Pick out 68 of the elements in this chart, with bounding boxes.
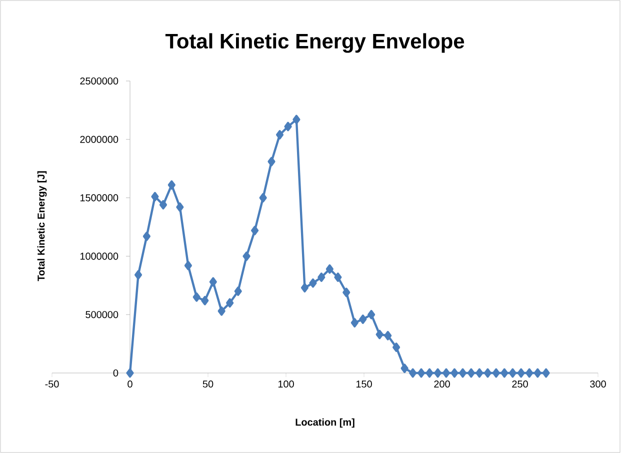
point — [209, 277, 217, 287]
point — [450, 368, 458, 378]
point — [342, 288, 350, 298]
point — [218, 306, 226, 316]
point — [376, 330, 384, 340]
x-axis-title: Location [m] — [296, 418, 354, 428]
y-tick-label: 1000000 — [80, 252, 118, 260]
x-tick-label: 150 — [356, 380, 372, 388]
x-tick-label: 0 — [128, 380, 132, 388]
point — [400, 364, 408, 374]
x-tick-label: 250 — [512, 380, 528, 388]
x-tick-label: 200 — [434, 380, 450, 388]
point — [334, 272, 342, 282]
point — [184, 260, 192, 270]
point — [309, 278, 317, 288]
point — [542, 368, 550, 378]
point — [426, 368, 434, 378]
x-tick-label: 50 — [202, 380, 214, 388]
point — [534, 368, 542, 378]
point — [192, 292, 200, 302]
point — [409, 368, 417, 378]
point — [417, 368, 426, 378]
point — [259, 193, 267, 202]
x-tick-label: 300 — [590, 380, 606, 388]
point — [526, 368, 534, 378]
point — [151, 192, 159, 202]
y-tick-label: 0 — [113, 369, 118, 377]
point — [126, 368, 134, 378]
y-tick-label: 2500000 — [80, 77, 118, 85]
point — [508, 368, 516, 378]
point — [476, 368, 484, 378]
point — [492, 368, 500, 378]
point — [467, 368, 475, 378]
point — [442, 368, 450, 378]
point — [159, 200, 168, 210]
point — [458, 368, 467, 378]
point — [359, 314, 367, 324]
point — [434, 368, 442, 378]
point — [517, 368, 525, 378]
point — [268, 156, 276, 166]
point — [251, 226, 259, 236]
point — [484, 368, 492, 378]
point — [350, 318, 358, 328]
y-tick-label: 500000 — [86, 311, 118, 318]
point — [142, 232, 150, 242]
x-tick-label: -50 — [45, 380, 59, 388]
point — [318, 272, 326, 282]
point — [368, 310, 376, 320]
y-tick-label: 2000000 — [80, 136, 118, 143]
point — [134, 270, 142, 280]
point — [176, 202, 184, 212]
y-axis-title: Total Kinetic Energy [J] — [37, 171, 47, 282]
point — [300, 283, 309, 292]
point — [226, 298, 234, 308]
point — [168, 180, 176, 190]
point — [276, 130, 284, 140]
point — [500, 368, 508, 378]
point — [201, 296, 209, 306]
point — [384, 330, 392, 340]
point — [242, 252, 250, 261]
y-tick-label: 1500000 — [80, 194, 118, 202]
point — [326, 264, 334, 274]
chart-title: Total Kinetic Energy Envelope — [165, 33, 464, 53]
point — [392, 342, 400, 352]
point — [292, 114, 300, 124]
x-tick-label: 100 — [278, 380, 294, 388]
point — [234, 286, 242, 296]
point — [284, 122, 292, 132]
